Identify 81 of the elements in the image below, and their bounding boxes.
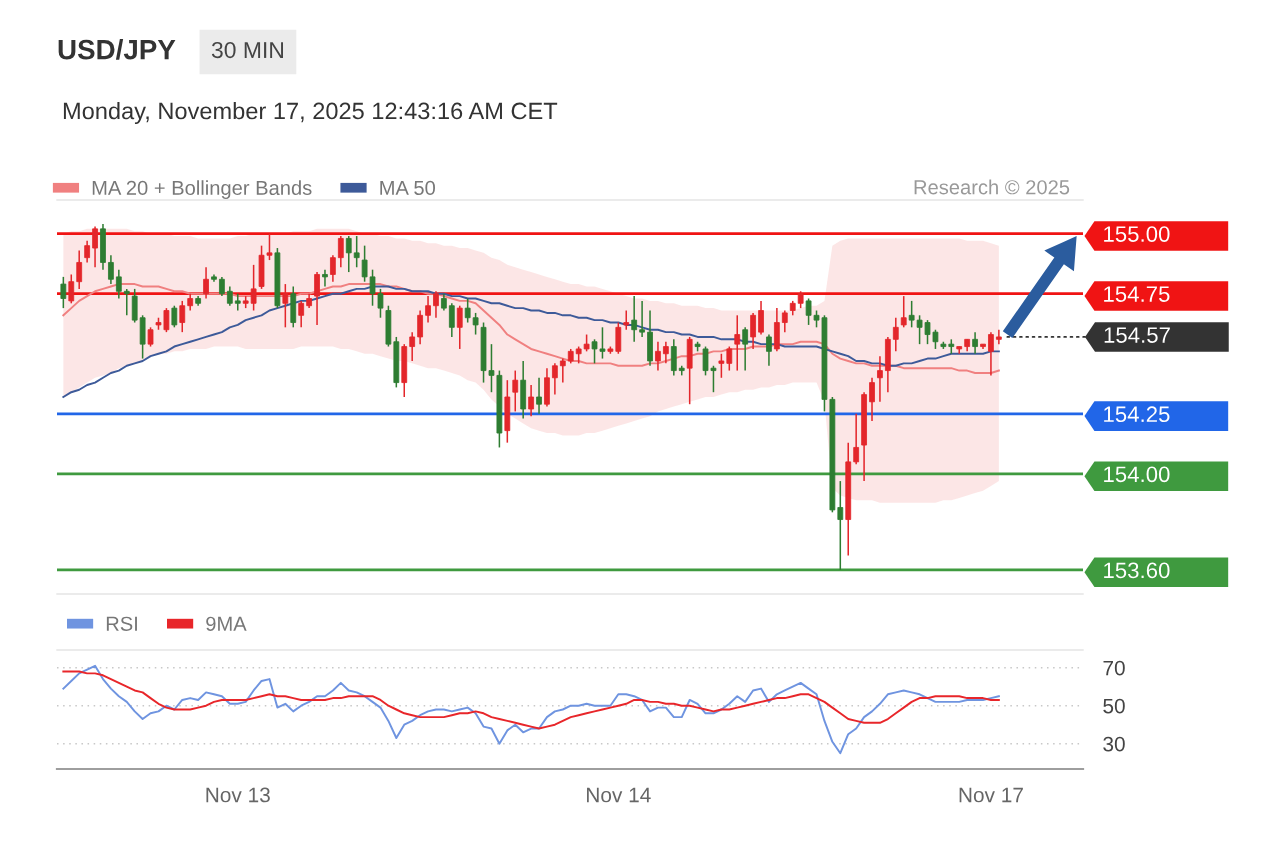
candlestick xyxy=(123,288,130,317)
line-series xyxy=(62,670,1000,730)
candlestick xyxy=(417,309,423,345)
y-tick-label: 154.75 xyxy=(1104,286,1170,302)
legend-label: RSI xyxy=(106,616,137,631)
candlestick xyxy=(353,235,360,269)
candlestick xyxy=(219,276,225,297)
candlestick xyxy=(337,235,344,269)
candlestick xyxy=(60,276,67,309)
candlestick xyxy=(425,295,431,324)
candlestick xyxy=(330,254,336,283)
candlestick xyxy=(250,264,257,312)
candlestick xyxy=(171,304,178,329)
candlestick xyxy=(115,268,122,300)
candlestick xyxy=(536,377,542,415)
candlestick xyxy=(877,355,883,403)
candlestick xyxy=(742,326,749,372)
candlestick xyxy=(631,295,638,343)
candlestick xyxy=(108,254,114,285)
candlestick xyxy=(456,304,463,350)
text: 154.57 xyxy=(1104,327,1170,343)
y-tick-label: 154.00 xyxy=(1104,466,1170,483)
candlestick xyxy=(464,297,471,324)
candlestick xyxy=(282,283,289,329)
candlestick xyxy=(179,300,186,333)
candlestick xyxy=(781,309,788,333)
candlestick xyxy=(92,225,98,269)
candlestick xyxy=(718,352,725,379)
candlestick xyxy=(234,292,241,312)
candlestick xyxy=(869,377,875,422)
candlestick xyxy=(314,271,320,326)
candlestick xyxy=(995,328,1002,345)
candlestick xyxy=(84,240,90,264)
line-series xyxy=(62,664,1000,755)
legend-label: 9MA xyxy=(206,616,247,631)
y-tick-label: 50 xyxy=(1103,698,1125,714)
candlestick xyxy=(623,309,630,331)
candlestick xyxy=(528,384,534,417)
candlestick xyxy=(900,295,907,329)
candlestick xyxy=(552,362,558,396)
text: 30 MIN xyxy=(211,41,283,59)
y-tick-label: 154.25 xyxy=(1104,406,1170,423)
candlestick xyxy=(972,331,978,355)
x-tick-label: Nov 14 xyxy=(587,787,651,803)
candlestick xyxy=(512,369,519,413)
candlestick xyxy=(837,480,844,571)
candlestick xyxy=(147,326,154,348)
candlestick xyxy=(734,314,741,372)
candlestick xyxy=(203,266,209,300)
candlestick xyxy=(433,290,439,319)
chart-title: USD/JPY xyxy=(58,39,176,60)
y-tick-label: 155.00 xyxy=(1104,226,1170,242)
candlestick xyxy=(726,345,733,372)
x-tick-label: Nov 17 xyxy=(959,787,1023,803)
candlestick xyxy=(758,300,764,336)
candlestick xyxy=(663,340,669,365)
candlestick xyxy=(766,333,772,367)
x-tick-label: Nov 13 xyxy=(206,787,270,803)
candlestick xyxy=(472,312,479,336)
candlestick xyxy=(853,413,860,466)
candlestick xyxy=(76,249,83,290)
legend-label: MA 50 xyxy=(380,180,436,196)
candlestick xyxy=(409,331,416,362)
candlestick xyxy=(345,235,352,273)
candlestick xyxy=(655,340,661,372)
candlestick xyxy=(298,300,305,329)
candlestick xyxy=(750,312,756,350)
candlestick xyxy=(559,357,566,384)
candlestick xyxy=(448,302,455,338)
candlestick xyxy=(892,316,899,353)
candlestick xyxy=(226,285,233,307)
legend-label: MA 20 + Bollinger Bands xyxy=(92,180,312,199)
y-tick-label: 70 xyxy=(1103,660,1125,676)
y-tick-label: 30 xyxy=(1103,736,1125,752)
candlestick xyxy=(639,300,645,338)
candlestick xyxy=(988,331,994,377)
candlestick xyxy=(68,273,75,305)
chart-subtitle: Monday, November 17, 2025 12:43:16 AM CET xyxy=(63,102,558,124)
text: Research © 2025 xyxy=(914,179,1070,195)
candlestick xyxy=(322,268,328,288)
y-tick-label: 153.60 xyxy=(1104,562,1170,579)
